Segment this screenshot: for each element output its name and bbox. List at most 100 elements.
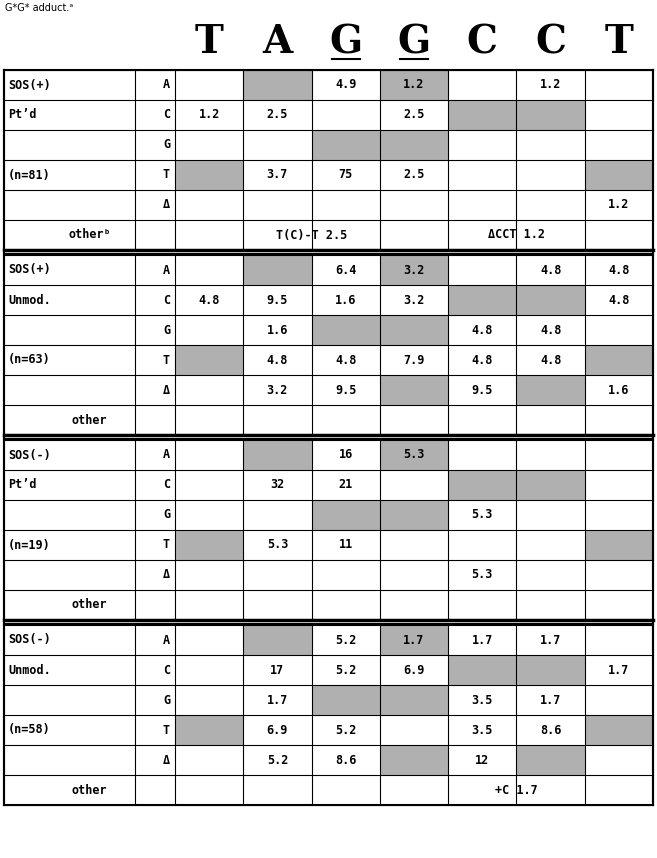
- Text: 7.9: 7.9: [403, 353, 424, 366]
- Text: ΔCCT 1.2: ΔCCT 1.2: [488, 228, 545, 241]
- Text: 9.5: 9.5: [472, 384, 493, 396]
- Text: 1.7: 1.7: [608, 663, 629, 676]
- Text: Δ: Δ: [163, 198, 170, 212]
- Text: G: G: [397, 23, 430, 61]
- Text: 1.6: 1.6: [608, 384, 629, 396]
- Text: 12: 12: [475, 753, 489, 766]
- Bar: [380, 70, 448, 100]
- Text: (n=63): (n=63): [8, 353, 51, 366]
- Text: 3.2: 3.2: [403, 293, 424, 306]
- Bar: [448, 655, 516, 685]
- Text: 4.8: 4.8: [472, 323, 493, 336]
- Text: T: T: [163, 539, 170, 552]
- Text: 4.8: 4.8: [335, 353, 356, 366]
- Bar: [448, 470, 516, 500]
- Text: A: A: [163, 449, 170, 462]
- Bar: [448, 285, 516, 315]
- Text: 3.2: 3.2: [267, 384, 288, 396]
- Text: 5.3: 5.3: [472, 569, 493, 582]
- Text: 9.5: 9.5: [267, 293, 288, 306]
- Text: 1.7: 1.7: [540, 693, 561, 706]
- Text: 1.7: 1.7: [403, 633, 424, 646]
- Text: C: C: [163, 663, 170, 676]
- Text: G*G* adduct.ᵃ: G*G* adduct.ᵃ: [5, 3, 73, 13]
- Text: other: other: [72, 599, 107, 612]
- Bar: [311, 500, 380, 530]
- Bar: [516, 745, 585, 775]
- Text: Unmod.: Unmod.: [8, 663, 51, 676]
- Text: SOS(-): SOS(-): [8, 633, 51, 646]
- Text: 6.9: 6.9: [403, 663, 424, 676]
- Bar: [380, 625, 448, 655]
- Text: C: C: [163, 479, 170, 492]
- Text: T: T: [163, 723, 170, 736]
- Text: 1.2: 1.2: [198, 108, 220, 122]
- Text: 11: 11: [338, 539, 353, 552]
- Text: 4.8: 4.8: [608, 263, 629, 276]
- Text: (n=19): (n=19): [8, 539, 51, 552]
- Text: SOS(-): SOS(-): [8, 449, 51, 462]
- Bar: [380, 255, 448, 285]
- Text: Δ: Δ: [163, 569, 170, 582]
- Bar: [380, 440, 448, 470]
- Bar: [516, 100, 585, 130]
- Text: otherᵇ: otherᵇ: [68, 228, 111, 241]
- Bar: [585, 160, 653, 190]
- Text: T: T: [604, 23, 633, 61]
- Bar: [311, 130, 380, 160]
- Text: 9.5: 9.5: [335, 384, 356, 396]
- Text: 21: 21: [338, 479, 353, 492]
- Text: Δ: Δ: [163, 753, 170, 766]
- Text: T: T: [163, 353, 170, 366]
- Text: C: C: [535, 23, 566, 61]
- Text: Δ: Δ: [163, 384, 170, 396]
- Text: G: G: [163, 509, 170, 522]
- Text: Pt’d: Pt’d: [8, 108, 37, 122]
- Text: 2.5: 2.5: [403, 108, 424, 122]
- Text: 1.2: 1.2: [608, 198, 629, 212]
- Text: 5.2: 5.2: [335, 663, 356, 676]
- Text: 17: 17: [270, 663, 284, 676]
- Text: 1.7: 1.7: [540, 633, 561, 646]
- Bar: [175, 715, 243, 745]
- Text: 75: 75: [338, 168, 353, 182]
- Bar: [4, 620, 653, 625]
- Text: G: G: [163, 138, 170, 152]
- Text: 6.9: 6.9: [267, 723, 288, 736]
- Text: 3.2: 3.2: [403, 263, 424, 276]
- Text: 3.5: 3.5: [472, 723, 493, 736]
- Text: T: T: [194, 23, 223, 61]
- Text: 4.8: 4.8: [540, 323, 561, 336]
- Text: SOS(+): SOS(+): [8, 78, 51, 92]
- Text: C: C: [466, 23, 498, 61]
- Text: 4.8: 4.8: [540, 263, 561, 276]
- Text: +C 1.7: +C 1.7: [495, 783, 538, 796]
- Text: A: A: [163, 633, 170, 646]
- Text: 6.4: 6.4: [335, 263, 356, 276]
- Bar: [380, 375, 448, 405]
- Bar: [516, 375, 585, 405]
- Text: 5.2: 5.2: [335, 633, 356, 646]
- Text: 1.7: 1.7: [472, 633, 493, 646]
- Text: C: C: [163, 293, 170, 306]
- Bar: [4, 250, 653, 255]
- Text: 1.7: 1.7: [267, 693, 288, 706]
- Text: 4.8: 4.8: [472, 353, 493, 366]
- Text: 1.2: 1.2: [403, 78, 424, 92]
- Bar: [516, 655, 585, 685]
- Bar: [311, 315, 380, 345]
- Text: Unmod.: Unmod.: [8, 293, 51, 306]
- Bar: [448, 100, 516, 130]
- Text: 8.6: 8.6: [335, 753, 356, 766]
- Bar: [380, 685, 448, 715]
- Bar: [380, 745, 448, 775]
- Text: T: T: [163, 168, 170, 182]
- Bar: [243, 255, 311, 285]
- Text: 5.3: 5.3: [267, 539, 288, 552]
- Text: (n=58): (n=58): [8, 723, 51, 736]
- Bar: [585, 345, 653, 375]
- Text: 4.8: 4.8: [267, 353, 288, 366]
- Bar: [175, 160, 243, 190]
- Bar: [516, 285, 585, 315]
- Text: C: C: [163, 108, 170, 122]
